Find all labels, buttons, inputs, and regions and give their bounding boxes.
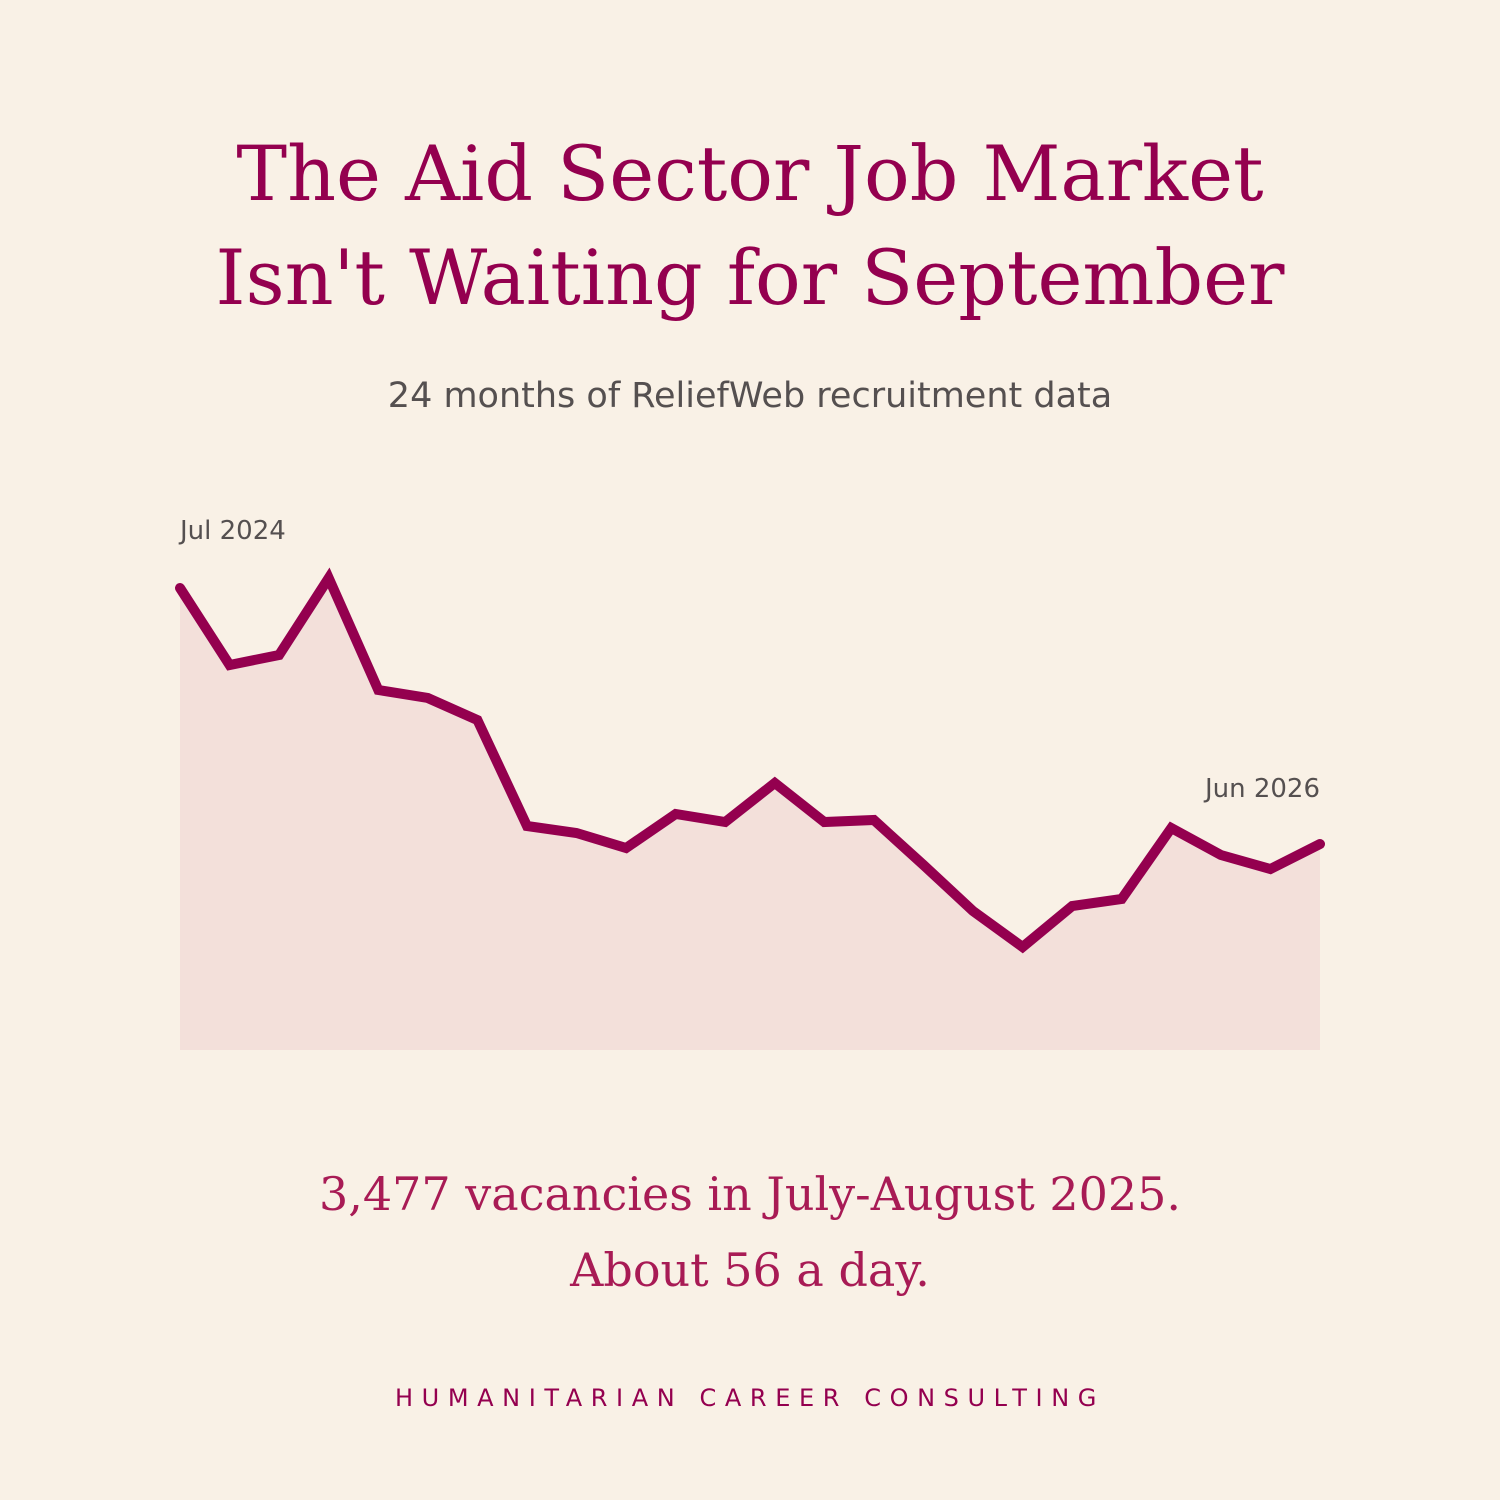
chart-area-fill — [180, 578, 1320, 1050]
page-title: The Aid Sector Job Market Isn't Waiting … — [0, 122, 1500, 330]
title-line-1: The Aid Sector Job Market — [236, 129, 1264, 218]
stat-callout: 3,477 vacancies in July-August 2025. Abo… — [0, 1156, 1500, 1308]
stat-line-1: 3,477 vacancies in July-August 2025. — [318, 1167, 1182, 1221]
title-line-2: Isn't Waiting for September — [215, 233, 1285, 322]
start-date-label: Jul 2024 — [178, 516, 286, 546]
end-date-label: Jun 2026 — [1203, 774, 1320, 804]
brand-footer: HUMANITARIAN CAREER CONSULTING — [395, 1384, 1105, 1412]
chart-series-line — [175, 567, 1325, 954]
subtitle: 24 months of ReliefWeb recruitment data — [387, 376, 1113, 416]
chart-points — [179, 577, 1321, 948]
stat-line-2: About 56 a day. — [570, 1243, 930, 1297]
